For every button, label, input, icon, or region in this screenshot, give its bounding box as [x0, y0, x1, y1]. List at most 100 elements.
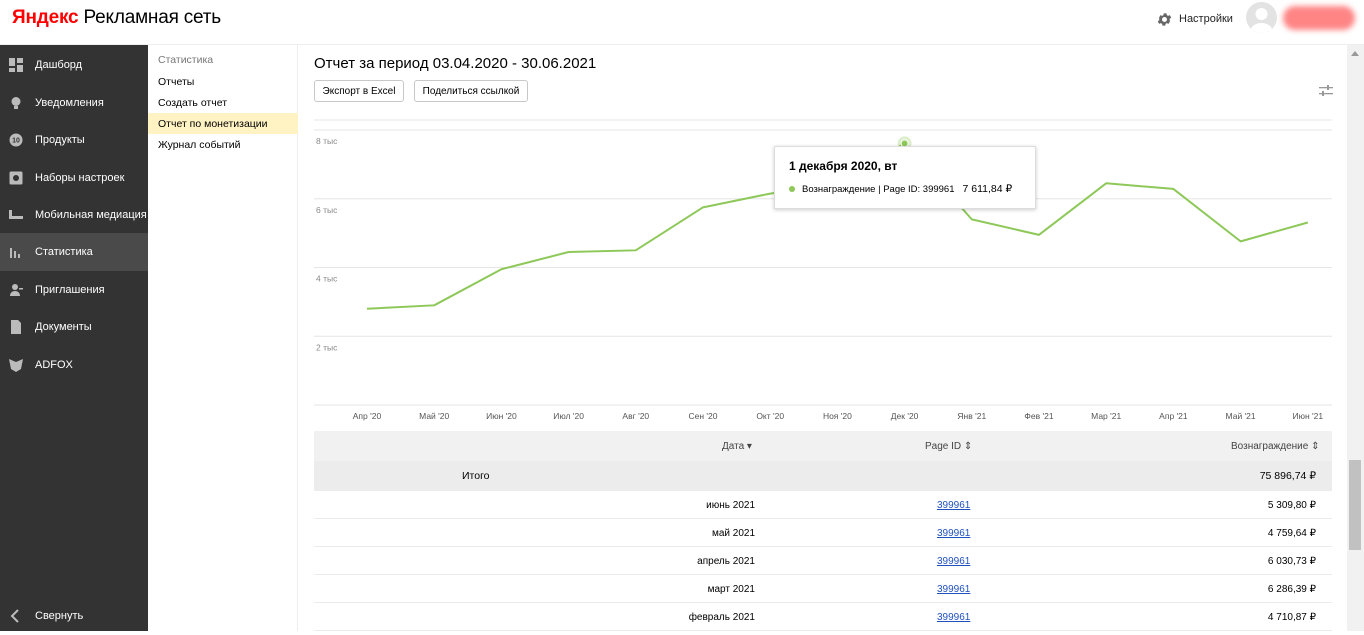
sidebar-collapse-button[interactable]: Свернуть [0, 597, 148, 635]
x-tick-label: Июн '21 [1292, 411, 1323, 421]
sidebar-item-label: Дашборд [35, 59, 83, 71]
sidebar-item-label: Наборы настроек [35, 172, 125, 184]
y-tick-label: 6 тыс [316, 205, 338, 215]
table-row: апрель 2021 399961 6 030,73 ₽ [314, 547, 1332, 575]
svg-text:10: 10 [12, 138, 20, 145]
row-page-id-link[interactable]: 399961 [937, 556, 971, 567]
column-header-reward[interactable]: Вознаграждение ⇕ [1231, 441, 1320, 452]
sidebar-item-label: Статистика [35, 246, 93, 258]
x-tick-label: Май '21 [1226, 411, 1256, 421]
page-scrollbar[interactable] [1347, 45, 1364, 631]
settings-set-icon [9, 171, 23, 185]
stats-icon [9, 245, 23, 259]
share-link-button[interactable]: Поделиться ссылкой [414, 80, 528, 102]
logo-brand: Яндекс [12, 7, 79, 28]
table-row: май 2021 399961 4 759,64 ₽ [314, 519, 1332, 547]
x-tick-label: Фев '21 [1024, 411, 1053, 421]
row-date: май 2021 [711, 528, 755, 539]
bulb-icon [9, 96, 23, 110]
sidebar: Дашборд Уведомления 10 Продукты Наборы н… [0, 45, 148, 631]
sidebar-item-documents[interactable]: Документы [0, 308, 148, 346]
submenu-item-create-report[interactable]: Создать отчет [158, 96, 228, 109]
logo-product: Рекламная сеть [83, 7, 221, 28]
row-page-id-link[interactable]: 399961 [937, 584, 971, 595]
sidebar-item-label: Мобильная медиация [35, 209, 147, 221]
user-avatar-icon[interactable] [1246, 2, 1277, 33]
export-excel-button[interactable]: Экспорт в Excel [314, 80, 404, 102]
row-reward: 6 030,73 ₽ [1267, 556, 1316, 567]
settings-label: Настройки [1179, 13, 1233, 25]
total-value: 75 896,74 ₽ [1259, 470, 1316, 482]
tooltip-title: 1 декабря 2020, вт [789, 159, 898, 173]
series-dot-icon [789, 186, 795, 192]
sidebar-item-label: ADFOX [35, 359, 73, 371]
page-title: Отчет за период 03.04.2020 - 30.06.2021 [314, 55, 597, 72]
report-table: Дата ▾ Page ID ⇕ Вознаграждение ⇕ Итого … [314, 431, 1332, 631]
x-tick-label: Май '20 [419, 411, 449, 421]
submenu-item-monetization-report[interactable]: Отчет по монетизации [148, 113, 298, 134]
x-tick-label: Апр '20 [353, 411, 382, 421]
table-header: Дата ▾ Page ID ⇕ Вознаграждение ⇕ [314, 431, 1332, 461]
filter-settings-icon[interactable] [1318, 83, 1334, 99]
sidebar-item-settings-sets[interactable]: Наборы настроек [0, 159, 148, 197]
scroll-thumb[interactable] [1349, 460, 1361, 550]
tooltip-series-label: Вознаграждение | Page ID: 399961 [802, 183, 955, 195]
row-page-id-link[interactable]: 399961 [937, 612, 971, 623]
sidebar-item-adfox[interactable]: ADFOX [0, 346, 148, 384]
adfox-icon [9, 358, 23, 372]
sidebar-item-mobile-mediation[interactable]: Мобильная медиация [0, 196, 148, 234]
row-date: апрель 2021 [697, 556, 755, 567]
sidebar-item-notifications[interactable]: Уведомления [0, 84, 148, 122]
x-tick-label: Авг '20 [622, 411, 649, 421]
report-content: Отчет за период 03.04.2020 - 30.06.2021 … [299, 45, 1347, 631]
submenu-item-event-log[interactable]: Журнал событий [158, 138, 241, 151]
row-reward: 6 286,39 ₽ [1267, 584, 1316, 595]
document-icon [9, 320, 23, 334]
sidebar-item-invitations[interactable]: Приглашения [0, 271, 148, 309]
products-icon: 10 [9, 133, 23, 147]
submenu-title: Статистика [158, 54, 214, 66]
submenu-item-reports[interactable]: Отчеты [158, 75, 195, 88]
total-label: Итого [462, 470, 490, 482]
sidebar-item-label: Уведомления [35, 97, 104, 109]
tooltip-row: Вознаграждение | Page ID: 399961 7 611,8… [789, 183, 1012, 195]
row-date: июнь 2021 [706, 500, 755, 511]
gear-icon [1157, 12, 1172, 26]
top-header: Яндекс Рекламная сеть Настройки [0, 0, 1364, 45]
statistics-submenu: Статистика Отчеты Создать отчет Отчет по… [148, 45, 298, 631]
row-reward: 4 710,87 ₽ [1267, 612, 1316, 623]
sidebar-item-label: Документы [35, 321, 92, 333]
settings-link[interactable]: Настройки [1156, 10, 1233, 28]
row-page-id-link[interactable]: 399961 [937, 528, 971, 539]
y-tick-label: 2 тыс [316, 342, 338, 352]
scroll-up-arrow-icon[interactable] [1351, 51, 1359, 56]
sidebar-item-label: Приглашения [35, 284, 105, 296]
x-tick-label: Ноя '20 [823, 411, 852, 421]
row-reward: 5 309,80 ₽ [1267, 500, 1316, 511]
x-tick-label: Июл '20 [553, 411, 584, 421]
username-redacted[interactable] [1283, 6, 1355, 30]
collapse-label: Свернуть [35, 610, 84, 622]
sidebar-item-statistics[interactable]: Статистика [0, 233, 148, 271]
mediation-icon [9, 208, 23, 222]
row-date: март 2021 [707, 584, 755, 595]
column-header-date[interactable]: Дата ▾ [722, 441, 752, 452]
chevron-left-icon [9, 609, 23, 623]
table-total-row: Итого 75 896,74 ₽ [314, 461, 1332, 491]
table-row: июнь 2021 399961 5 309,80 ₽ [314, 491, 1332, 519]
y-tick-label: 4 тыс [316, 274, 338, 284]
tooltip-value: 7 611,84 ₽ [962, 183, 1013, 195]
y-tick-label: 8 тыс [316, 136, 338, 146]
x-tick-label: Июн '20 [486, 411, 517, 421]
row-date: февраль 2021 [688, 612, 755, 623]
x-tick-label: Окт '20 [756, 411, 784, 421]
row-page-id-link[interactable]: 399961 [937, 500, 971, 511]
sidebar-item-label: Продукты [35, 134, 85, 146]
x-tick-label: Мар '21 [1091, 411, 1121, 421]
logo[interactable]: Яндекс Рекламная сеть [12, 7, 221, 29]
reward-line-chart: 2 тыс 4 тыс 6 тыс 8 тыс Апр '20 Май '20 Июн '2… [314, 119, 1332, 421]
table-row: март 2021 399961 6 286,39 ₽ [314, 575, 1332, 603]
sidebar-item-products[interactable]: 10 Продукты [0, 121, 148, 159]
sidebar-item-dashboard[interactable]: Дашборд [0, 46, 148, 84]
column-header-page-id[interactable]: Page ID ⇕ [925, 441, 973, 452]
